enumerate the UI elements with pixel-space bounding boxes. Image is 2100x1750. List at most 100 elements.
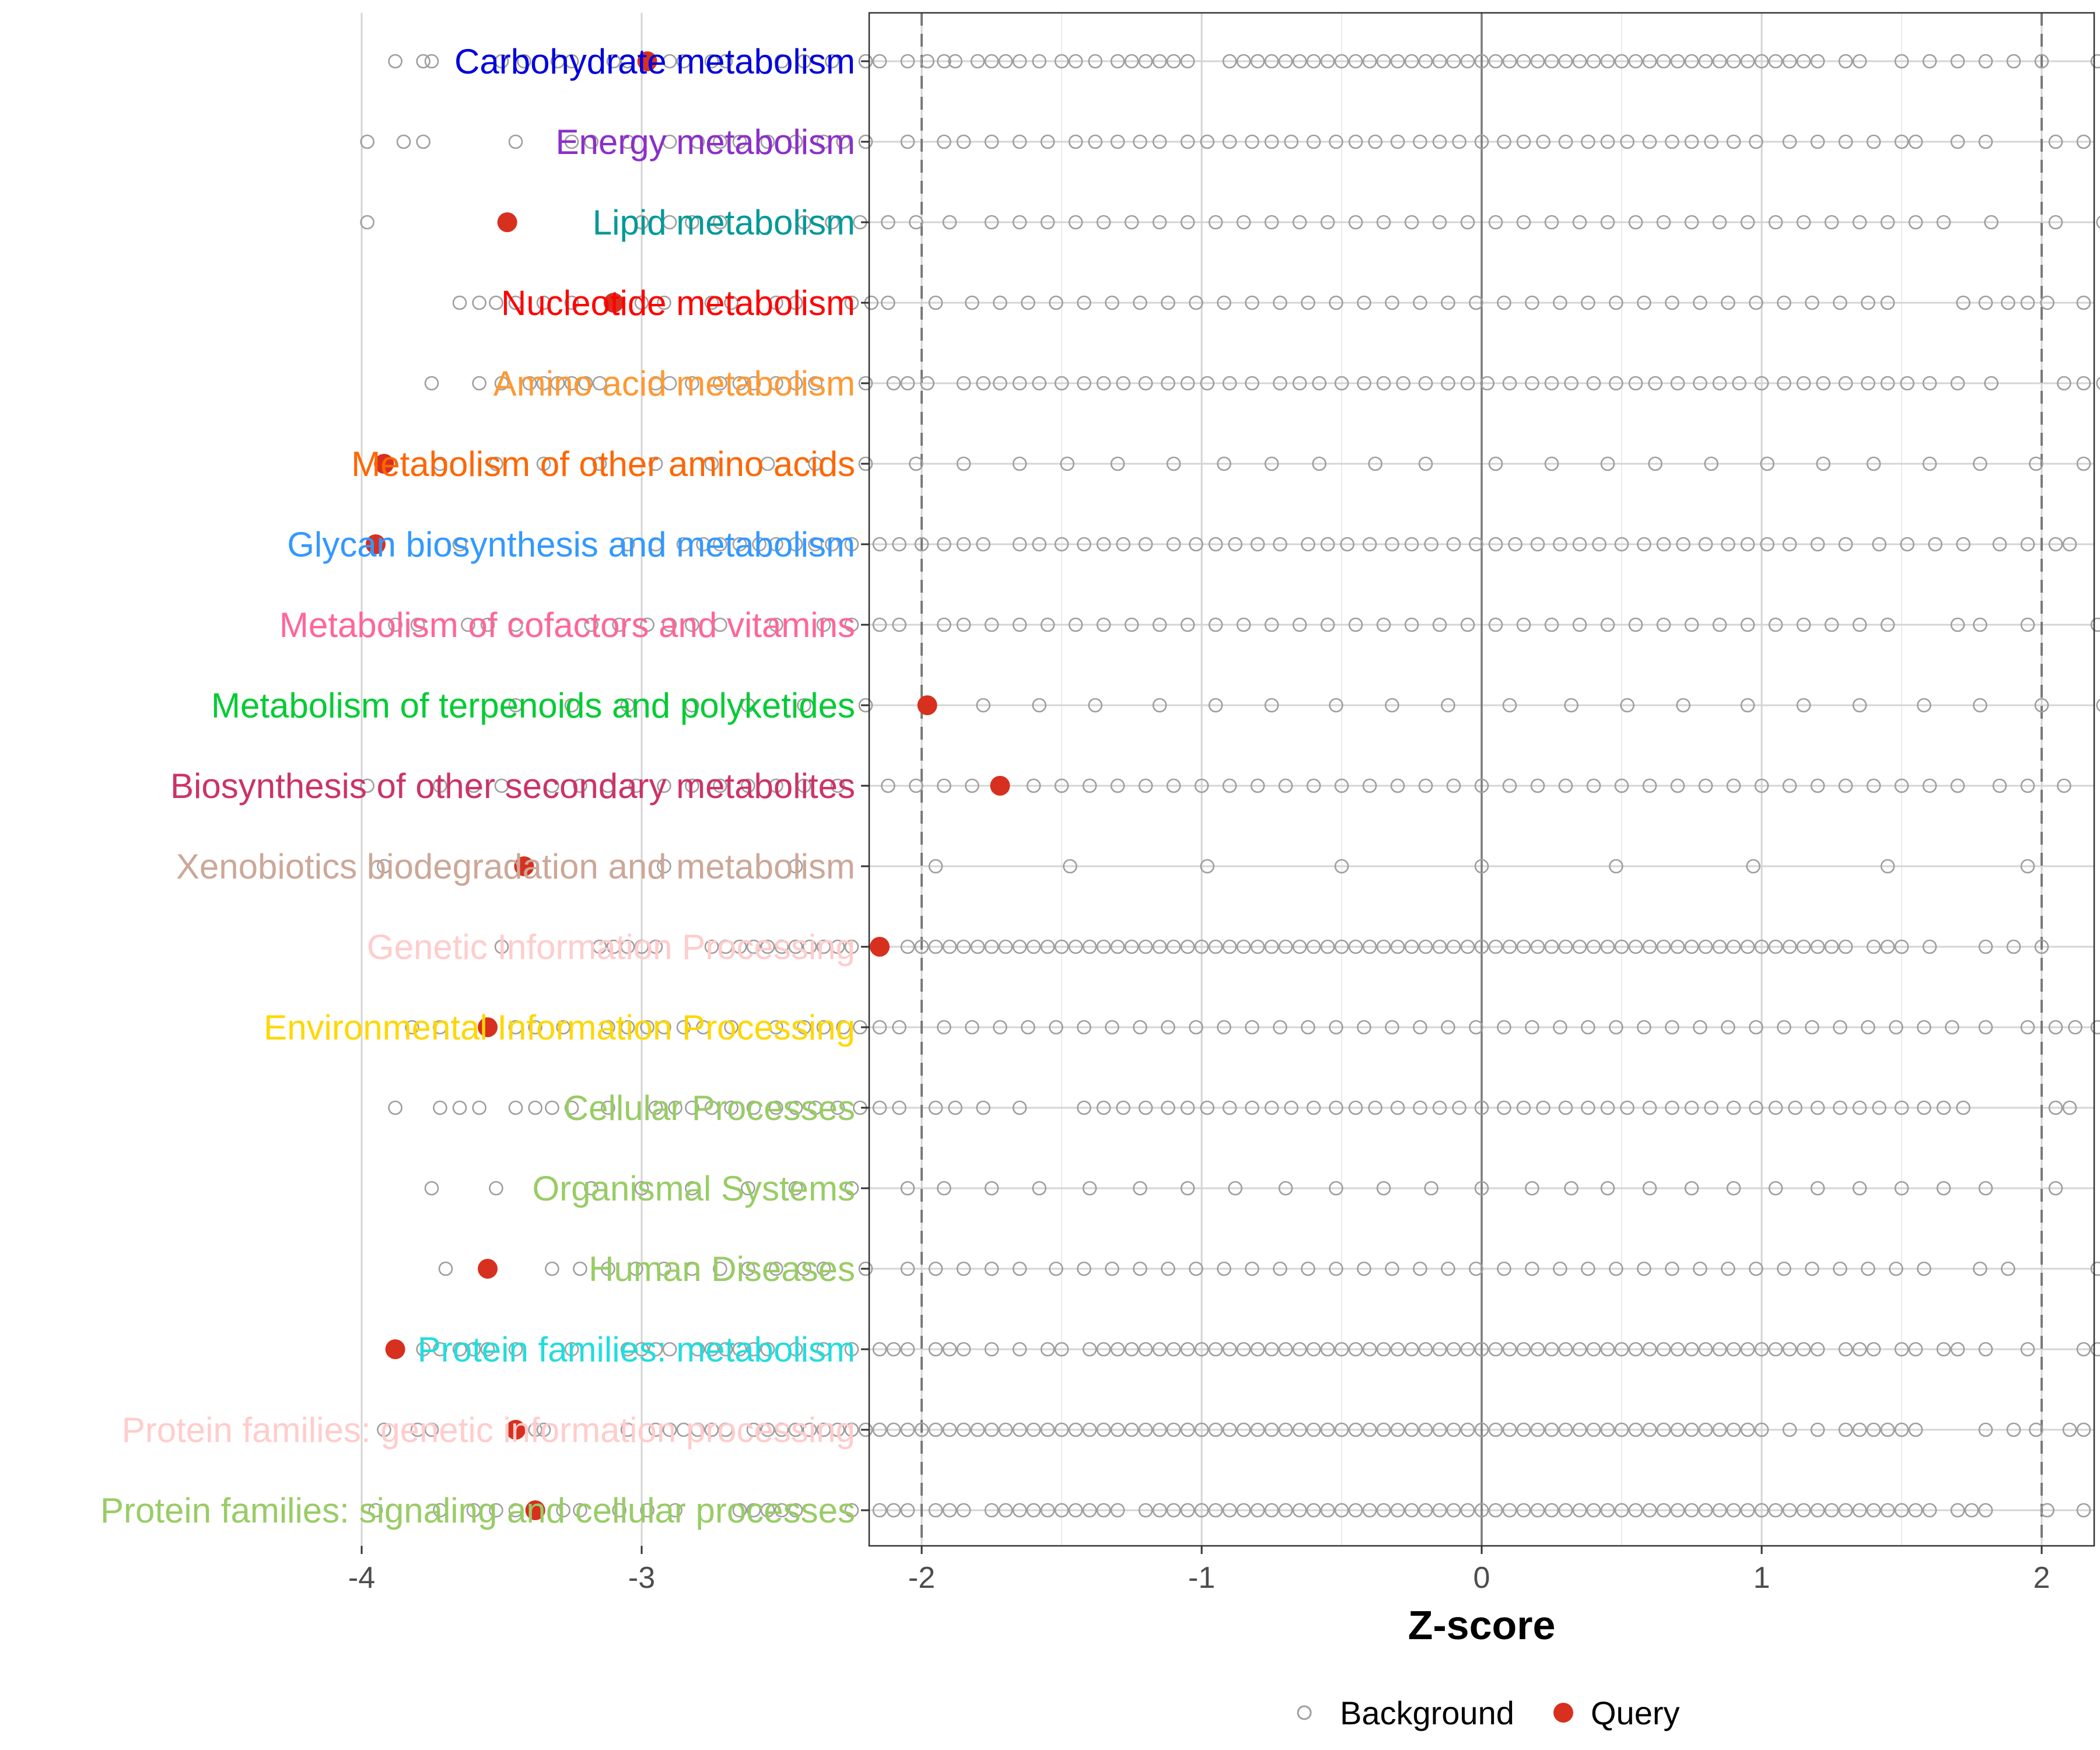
- background-point: [1180, 617, 1195, 632]
- background-point: [1068, 54, 1083, 69]
- background-point: [1749, 1020, 1763, 1035]
- background-point: [984, 54, 999, 69]
- background-point: [1348, 617, 1363, 632]
- background-point: [685, 778, 699, 793]
- background-point: [1656, 1503, 1671, 1518]
- category-label: Cellular Processes: [564, 1088, 855, 1128]
- background-point: [900, 1261, 915, 1276]
- background-point: [1917, 1020, 1931, 1035]
- background-point: [584, 134, 598, 149]
- category-label: Metabolism of cofactors and vitamins: [279, 606, 855, 645]
- background-point: [1544, 1503, 1559, 1518]
- category-label: Nucleotide metabolism: [501, 284, 855, 323]
- background-point: [564, 698, 579, 713]
- query-point: [514, 856, 534, 876]
- background-point: [662, 134, 677, 149]
- background-point: [1320, 54, 1335, 69]
- background-point: [1040, 617, 1055, 632]
- background-point: [1810, 54, 1825, 69]
- background-point: [1236, 54, 1251, 69]
- background-point: [1754, 54, 1769, 69]
- background-point: [2062, 1422, 2077, 1437]
- background-point: [1530, 1342, 1545, 1357]
- background-point: [377, 859, 391, 874]
- background-point: [1544, 456, 1559, 471]
- background-point: [657, 1020, 671, 1035]
- background-point: [1110, 778, 1125, 793]
- background-point: [640, 617, 654, 632]
- background-point: [956, 1422, 971, 1437]
- background-point: [1032, 376, 1046, 391]
- background-point: [1936, 1342, 1951, 1357]
- background-point: [1600, 1100, 1615, 1115]
- background-point: [1376, 1181, 1391, 1196]
- background-point: [1348, 939, 1363, 954]
- background-point: [1600, 1342, 1615, 1357]
- background-point: [1432, 1100, 1447, 1115]
- background-point: [1301, 295, 1315, 310]
- background-point: [2062, 537, 2077, 552]
- background-point: [410, 617, 425, 632]
- background-point: [1049, 1020, 1063, 1035]
- background-point: [704, 939, 719, 954]
- background-point: [741, 778, 755, 793]
- background-point: [1922, 54, 1937, 69]
- background-point: [1284, 1100, 1298, 1115]
- background-point: [1138, 54, 1153, 69]
- category-label: Carbohydrate metabolism: [454, 42, 855, 81]
- background-point: [1740, 939, 1755, 954]
- background-point: [424, 1181, 439, 1196]
- background-point: [620, 54, 635, 69]
- background-point: [662, 54, 677, 69]
- background-point: [452, 1100, 467, 1115]
- background-point: [1642, 54, 1657, 69]
- background-point: [1628, 54, 1643, 69]
- background-point: [872, 1100, 887, 1115]
- background-point: [480, 1342, 495, 1357]
- background-point: [592, 376, 607, 391]
- background-point: [2048, 537, 2063, 552]
- background-point: [1096, 1100, 1111, 1115]
- background-point: [1838, 778, 1853, 793]
- background-point: [769, 1020, 783, 1035]
- background-point: [2040, 295, 2054, 310]
- background-point: [1628, 376, 1643, 391]
- background-point: [1684, 134, 1699, 149]
- background-point: [416, 54, 430, 69]
- background-point: [662, 1422, 677, 1437]
- background-point: [1200, 859, 1214, 874]
- background-point: [1133, 1020, 1147, 1035]
- background-point: [1740, 1422, 1755, 1437]
- background-point: [1329, 1100, 1343, 1115]
- background-point: [1068, 939, 1083, 954]
- background-point: [1553, 537, 1567, 552]
- background-point: [1012, 376, 1027, 391]
- background-point: [592, 456, 607, 471]
- background-point: [1838, 1422, 1853, 1437]
- background-point: [1572, 1342, 1587, 1357]
- background-point: [1180, 54, 1195, 69]
- background-point: [1833, 295, 1847, 310]
- background-point: [1432, 1342, 1447, 1357]
- background-point: [508, 295, 523, 310]
- background-point: [788, 859, 803, 874]
- background-point: [1600, 1503, 1615, 1518]
- category-label: Biosynthesis of other secondary metaboli…: [170, 766, 855, 806]
- background-point: [1488, 617, 1503, 632]
- background-point: [1082, 1422, 1097, 1437]
- background-point: [1376, 215, 1391, 230]
- background-point: [1026, 778, 1041, 793]
- background-point: [998, 54, 1013, 69]
- query-point: [990, 776, 1010, 796]
- background-point: [937, 778, 951, 793]
- background-point: [508, 1342, 523, 1357]
- background-point: [612, 1503, 626, 1518]
- category-label: Amino acid metabolism: [494, 364, 855, 403]
- background-point: [1950, 54, 1965, 69]
- background-point: [816, 1020, 831, 1035]
- background-point: [1922, 456, 1937, 471]
- background-point: [2068, 1020, 2082, 1035]
- legend: Background Query: [1297, 1695, 1680, 1731]
- background-point: [1082, 1181, 1097, 1196]
- background-point: [769, 376, 783, 391]
